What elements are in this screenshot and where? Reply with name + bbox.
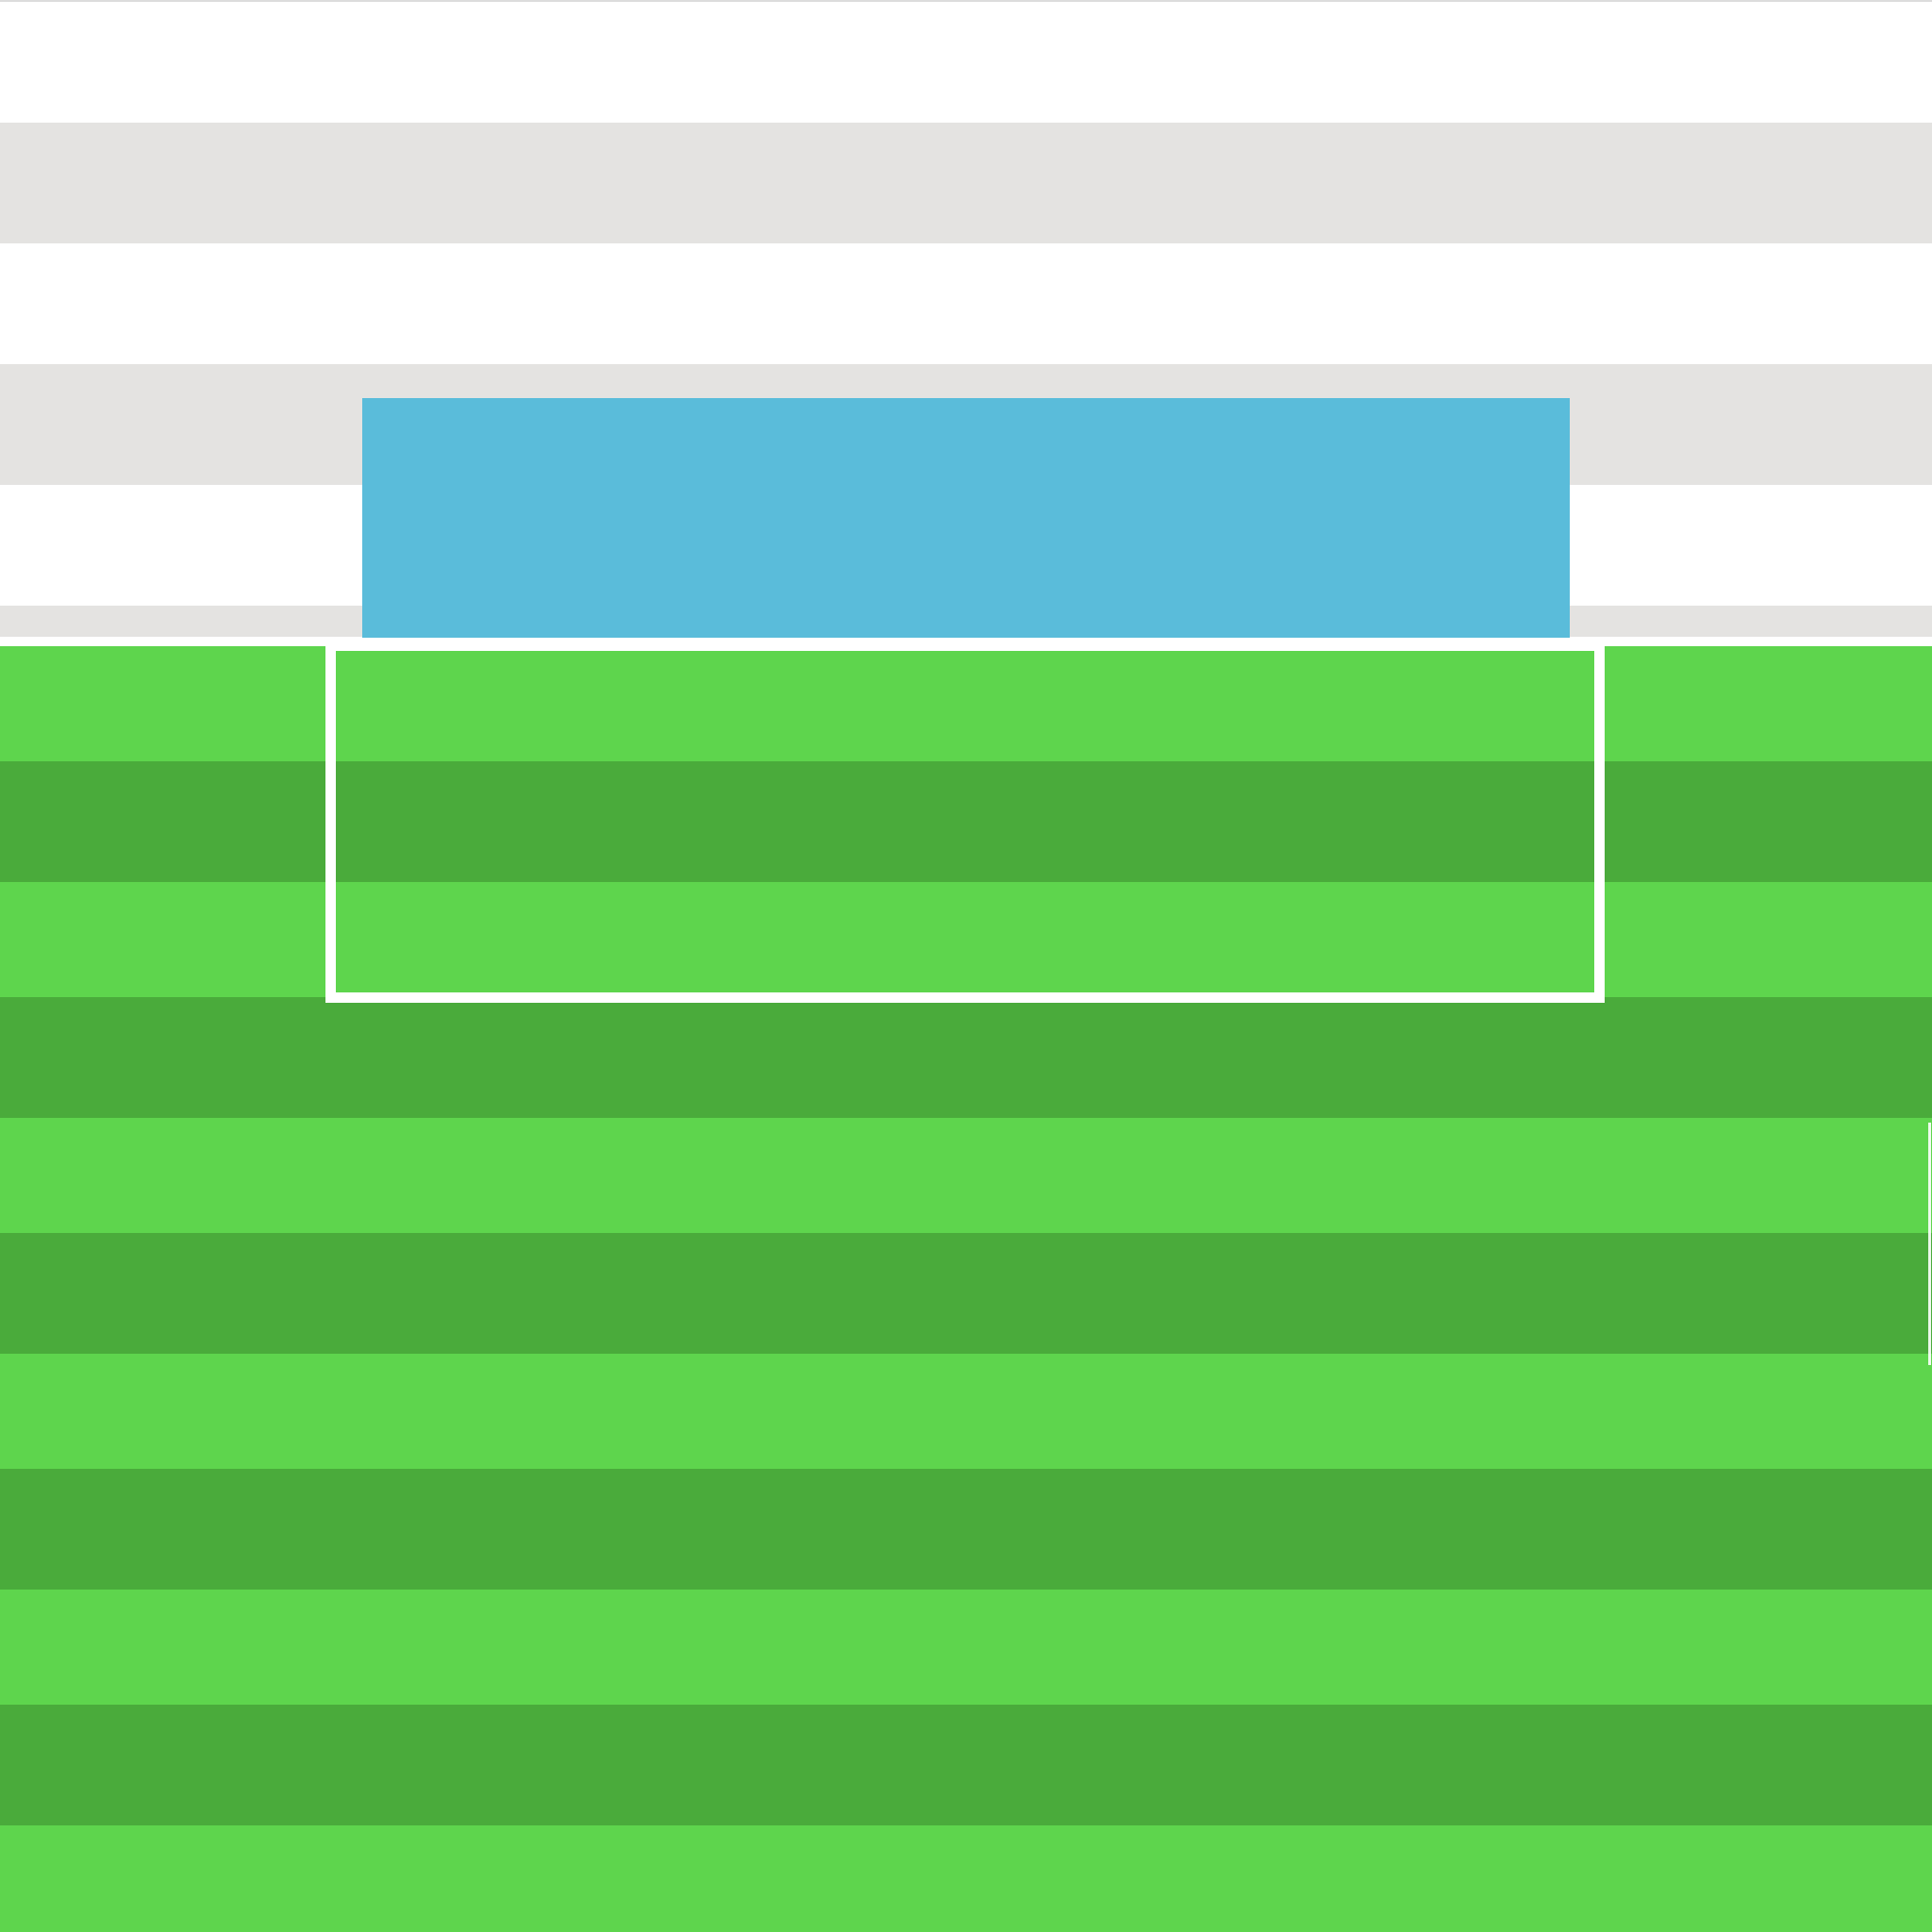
goal-net[interactable] (362, 398, 1570, 638)
goal-area-box (325, 645, 1605, 1003)
sideline-marker (1928, 1123, 1931, 1365)
